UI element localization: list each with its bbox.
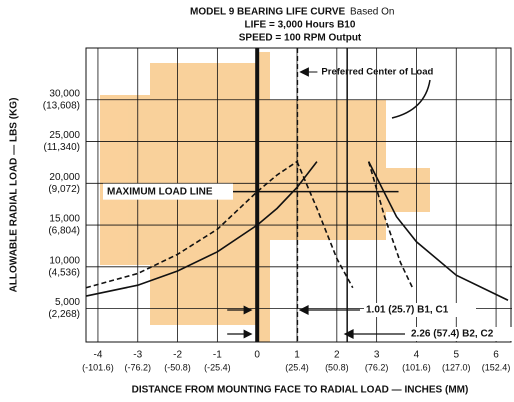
arrow (227, 329, 253, 339)
arrow (227, 305, 253, 315)
label-bg (103, 183, 233, 200)
curve (367, 161, 414, 289)
y-tick-label: 30,000 (49, 88, 80, 99)
x-tick-label-mm: (-101.6) (82, 362, 114, 372)
curve (367, 161, 509, 301)
label-bg (409, 327, 514, 341)
x-tick-label-mm: (152.4) (482, 362, 511, 372)
curved-arrow (391, 79, 431, 119)
y-tick-label-kg: (4,536) (48, 267, 80, 278)
x-tick-label-mm: (50.8) (325, 362, 349, 372)
y-tick-label-kg: (9,072) (48, 184, 80, 195)
x-tick-label: 1 (294, 350, 300, 361)
y-axis-label: ALLOWABLE RADIAL LOAD — LBS (KG) (9, 98, 20, 293)
y-tick-label: 10,000 (49, 255, 80, 266)
label-bg (364, 303, 476, 317)
x-tick-label: -3 (133, 350, 142, 361)
reference-label: Preferred Center of Load (321, 67, 433, 78)
x-tick-label: 6 (493, 350, 499, 361)
x-tick-label-mm: (-25.4) (204, 362, 231, 372)
annotation: 2.26 (57.4) B2, C2 (411, 329, 494, 340)
y-tick-label-kg: (13,608) (43, 100, 80, 111)
curve (296, 161, 354, 289)
x-tick-label: 0 (254, 350, 260, 361)
y-tick-label: 25,000 (49, 130, 80, 141)
y-tick-label: 15,000 (49, 214, 80, 225)
y-tick-label-kg: (2,268) (48, 309, 80, 320)
max-load-label: MAXIMUM LOAD LINE (107, 186, 213, 197)
x-tick-label-mm: (25.4) (285, 362, 309, 372)
annotation: 1.01 (25.7) B1, C1 (366, 305, 449, 316)
y-tick-label-kg: (11,340) (43, 142, 80, 153)
x-tick-label: 2 (334, 350, 340, 361)
arrow (298, 305, 360, 315)
x-tick-label: 5 (453, 350, 459, 361)
x-tick-label: -4 (93, 350, 102, 361)
arrow (299, 67, 318, 77)
subtitle: SPEED = 100 RPM Output (239, 33, 362, 44)
y-tick-label: 20,000 (49, 172, 80, 183)
arrow (343, 329, 405, 339)
curve (85, 160, 298, 289)
y-tick-label-kg: (6,804) (48, 226, 80, 237)
x-tick-label-mm: (101.6) (402, 362, 431, 372)
x-axis-label: DISTANCE FROM MOUNTING FACE TO RADIAL LO… (132, 385, 469, 396)
x-tick-label-mm: (-50.8) (164, 362, 191, 372)
x-tick-label-mm: (76.2) (365, 362, 389, 372)
x-tick-label-mm: (-76.2) (124, 362, 151, 372)
x-tick-label-mm: (127.0) (442, 362, 471, 372)
x-tick-label: 4 (414, 350, 420, 361)
chart-title: MODEL 9 BEARING LIFE CURVE (190, 7, 346, 18)
x-tick-label: -1 (213, 350, 222, 361)
curve (85, 161, 318, 297)
subtitle: LIFE = 3,000 Hours B10 (245, 20, 356, 31)
x-tick-label: 3 (374, 350, 380, 361)
x-tick-label: -2 (173, 350, 182, 361)
chart-title-suffix: Based On (350, 7, 394, 18)
y-tick-label: 5,000 (55, 297, 80, 308)
plot-frame (85, 47, 512, 343)
